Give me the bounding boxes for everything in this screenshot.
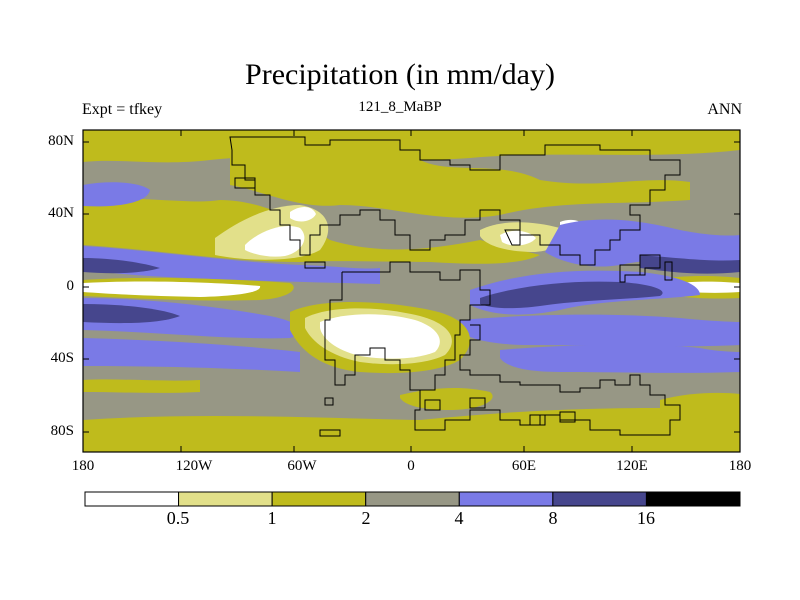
field-sh-pacific-blue: [83, 338, 300, 372]
experiment-label: Expt = tfkey: [82, 101, 163, 118]
field-indian-dark: [480, 281, 663, 309]
field-south-yellow: [83, 408, 740, 452]
field-eq-white: [83, 281, 261, 297]
coastlines: [229, 136, 681, 437]
field-sh-indian-blue: [500, 344, 740, 373]
field-itcz-north-blue: [83, 246, 380, 284]
field-wpac-blue: [545, 219, 740, 268]
island-3: [469, 397, 486, 409]
map-title: Precipitation (in mm/day): [245, 58, 555, 91]
island-10: [304, 261, 326, 269]
island-2: [424, 399, 441, 411]
island-6: [234, 177, 256, 189]
lon-label-180e: 180: [728, 458, 752, 474]
lon-label-120w: 120W: [175, 458, 213, 474]
colorbar-box-1: [178, 491, 273, 507]
colorbar-box-0: [84, 491, 180, 507]
field-desert-na2: [290, 206, 316, 222]
field-spcz-dark: [83, 304, 180, 324]
colorbar-label-0-5: 0.5: [166, 508, 190, 528]
case-label: 121_8_MaBP: [358, 99, 442, 115]
colorbar-label-4: 4: [454, 508, 464, 528]
colorbar-box-6: [645, 491, 741, 507]
field-nw-blue: [83, 182, 150, 207]
inland-sea: [504, 229, 521, 246]
colorbar-box-4: [458, 491, 554, 507]
lat-label-0: 0: [66, 278, 75, 294]
island-8: [619, 264, 641, 283]
island-4: [529, 414, 546, 426]
axis-ticks: [82, 130, 741, 452]
lon-label-60w: 60W: [287, 458, 317, 474]
field-south-africa-yellow: [400, 388, 493, 410]
lat-label-80s: 80S: [50, 423, 74, 439]
lat-label-40s: 40S: [50, 350, 74, 366]
lat-label-40n: 40N: [48, 205, 74, 221]
colorbar: [84, 491, 741, 507]
precipitation-field: [83, 130, 740, 452]
colorbar-label-16: 16: [637, 508, 655, 528]
lon-label-120e: 120E: [616, 458, 648, 474]
field-asia-yellow: [230, 140, 690, 218]
season-label: ANN: [707, 101, 742, 118]
colorbar-box-3: [365, 491, 460, 507]
lon-label-0: 0: [407, 458, 415, 474]
island-1: [319, 429, 341, 437]
island-5: [559, 411, 576, 423]
field-desert-asia: [500, 230, 536, 246]
field-south-band-yellow: [83, 379, 200, 393]
south-america-outline: [324, 272, 420, 391]
lat-label-80n: 80N: [48, 133, 74, 149]
colorbar-label-8: 8: [548, 508, 558, 528]
field-sa-white: [320, 314, 440, 359]
colorbar-box-5: [552, 491, 647, 507]
north-continents: [229, 136, 681, 266]
island-11: [324, 397, 334, 406]
colorbar-label-1: 1: [267, 508, 277, 528]
colorbar-label-2: 2: [361, 508, 371, 528]
field-south-indian-blue: [460, 314, 740, 347]
field-itcz-north-dark: [83, 258, 160, 274]
colorbar-box-2: [271, 491, 367, 507]
island-9: [664, 261, 673, 281]
lon-label-180w: 180: [71, 458, 95, 474]
lon-label-60e: 60E: [511, 458, 537, 474]
